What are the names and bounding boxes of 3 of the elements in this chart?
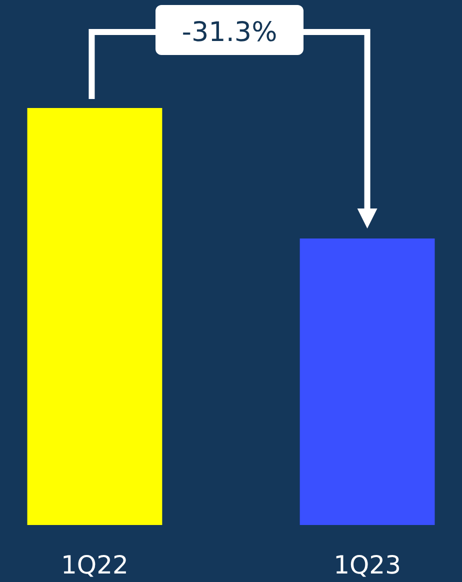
x-tick-label: 1Q22 [61, 550, 128, 580]
x-tick-label: 1Q23 [334, 550, 401, 580]
text: -31.3% [182, 17, 278, 48]
